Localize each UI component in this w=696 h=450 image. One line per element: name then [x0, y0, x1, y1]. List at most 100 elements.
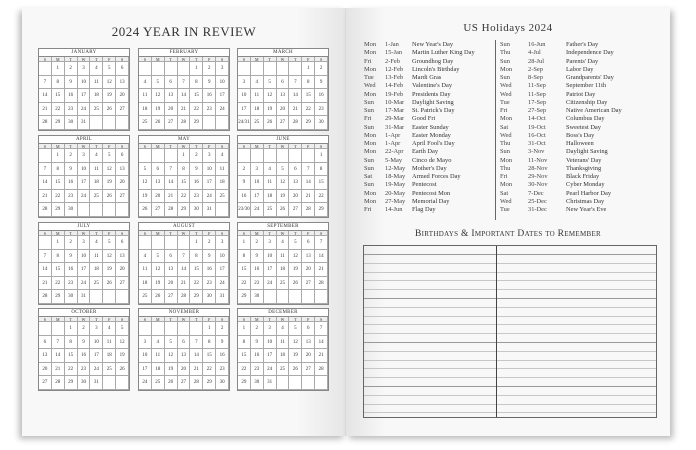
day-cell: 5 — [103, 62, 117, 76]
day-cell: 31 — [77, 290, 91, 304]
day-cell: 17 — [263, 349, 277, 363]
day-cell: 15 — [315, 176, 328, 190]
weekday-label: W — [177, 231, 191, 236]
holiday-name: Halloween — [566, 140, 594, 147]
holiday-date: 17-Mar — [385, 107, 405, 114]
day-cell: 4 — [90, 149, 104, 163]
holiday-name: Armed Forces Day — [412, 173, 461, 180]
day-cell: 11 — [263, 176, 277, 190]
day-cell: 20 — [177, 362, 191, 376]
day-cell: 10 — [216, 75, 229, 89]
weekday-label: M — [151, 57, 165, 62]
day-cell: 13 — [276, 89, 290, 103]
day-cell: 27 — [116, 189, 129, 203]
day-cell: 1 — [51, 236, 65, 250]
day-cell: 9 — [250, 335, 264, 349]
notes-table[interactable] — [363, 245, 657, 418]
weekday-label: S — [39, 57, 52, 62]
holiday-day: Wed — [500, 82, 512, 90]
day-cell: 26 — [151, 290, 165, 304]
day-cell: 19 — [151, 276, 165, 290]
holiday-name: Presidents Day — [412, 90, 451, 98]
day-cell: 15 — [302, 89, 316, 103]
day-cell: 8 — [315, 162, 328, 176]
weekday-label: M — [51, 231, 65, 236]
day-cell: 12 — [289, 249, 303, 263]
day-cell: 19 — [164, 362, 178, 376]
holidays-title: US Holidays 2024 — [463, 22, 553, 34]
day-cell: 19 — [103, 176, 117, 190]
day-cell: 25 — [90, 276, 104, 290]
day-cell — [116, 203, 129, 217]
day-cell — [302, 149, 316, 163]
day-cell: 10 — [250, 176, 264, 190]
holiday-date: 2-Feb — [385, 57, 400, 65]
weekday-label: T — [164, 317, 178, 322]
weekday-label: S — [139, 317, 152, 322]
day-cell: 29 — [51, 203, 65, 217]
day-cell: 20 — [116, 176, 129, 190]
weekday-label: T — [64, 317, 78, 322]
day-cell: 25 — [263, 203, 277, 217]
holiday-date: 12-May — [385, 164, 406, 172]
day-cell: 27 — [151, 203, 165, 217]
day-cell: 5 — [164, 335, 178, 349]
day-cell: 25 — [103, 362, 117, 376]
day-cell: 12 — [263, 89, 277, 103]
day-cell: 15 — [64, 349, 78, 363]
weekday-label: S — [238, 231, 251, 236]
holiday-name: Native American Day — [566, 107, 622, 114]
month-calendar: MAY S M T W T F S 1 2 3 4 5 6 7 8 9 10 11 12 13 14 15 16 17 18 19 2… — [138, 135, 230, 218]
day-cell: 24 — [77, 102, 91, 116]
holiday-name: Christmas Day — [566, 197, 605, 205]
month-calendar: MARCH S M T W T F S 1 2 3 4 5 6 7 8 9 10 11 12 13 14 15 16 17 18 1… — [237, 48, 329, 131]
day-cell: 15 — [190, 89, 204, 103]
day-cell: 14 — [289, 89, 303, 103]
day-cell: 21 — [177, 102, 191, 116]
holiday-date: 29-Mar — [385, 115, 405, 123]
day-cell: 27 — [302, 276, 316, 290]
day-cell: 23 — [64, 276, 78, 290]
day-cell: 30 — [64, 290, 78, 304]
day-cell: 29 — [190, 290, 204, 304]
day-cell: 4 — [216, 149, 229, 163]
holiday-day: Fri — [500, 107, 508, 114]
day-cell: 31 — [216, 290, 229, 304]
holiday-name: Parents' Day — [566, 57, 599, 65]
weekday-label: W — [276, 317, 290, 322]
holiday-day: Sat — [364, 173, 373, 180]
holiday-date: 19-Oct — [528, 123, 546, 131]
holiday-date: 7-Dec — [528, 189, 544, 197]
holiday-day: Sun — [500, 74, 510, 81]
weekday-label: W — [77, 231, 91, 236]
holiday-day: Sat — [500, 123, 509, 131]
weekday-label: T — [90, 144, 104, 149]
day-cell: 23 — [203, 102, 217, 116]
day-cell — [216, 116, 229, 130]
day-cell: 12 — [139, 176, 152, 190]
day-cell: 2 — [64, 62, 78, 76]
day-cell: 22 — [51, 276, 65, 290]
day-cell: 27 — [289, 203, 303, 217]
day-cell: 2 — [250, 322, 264, 336]
holiday-name: Groundhog Day — [412, 57, 454, 65]
day-cell: 8 — [190, 249, 204, 263]
holiday-day: Mon — [364, 49, 377, 57]
weekday-label: S — [216, 317, 229, 322]
weekday-label: F — [203, 317, 217, 322]
day-cell — [276, 290, 290, 304]
weekday-label: W — [77, 317, 91, 322]
weekday-label: T — [164, 231, 178, 236]
day-cell: 6 — [116, 149, 129, 163]
day-cell: 15 — [238, 349, 251, 363]
day-cell: 24 — [139, 376, 152, 390]
day-cell: 8 — [190, 75, 204, 89]
day-cell: 4 — [151, 335, 165, 349]
holiday-name: Easter Sunday — [412, 123, 449, 131]
month-calendar: JANUARY S M T W T F S 1 2 3 4 5 6 7 8 9 10 11 12 13 14 15 16 17 1… — [38, 48, 130, 131]
day-cell: 20 — [289, 189, 303, 203]
weekday-label: F — [302, 231, 316, 236]
day-cell: 2 — [238, 162, 251, 176]
day-cell: 28 — [39, 203, 52, 217]
weekday-label: T — [190, 231, 204, 236]
